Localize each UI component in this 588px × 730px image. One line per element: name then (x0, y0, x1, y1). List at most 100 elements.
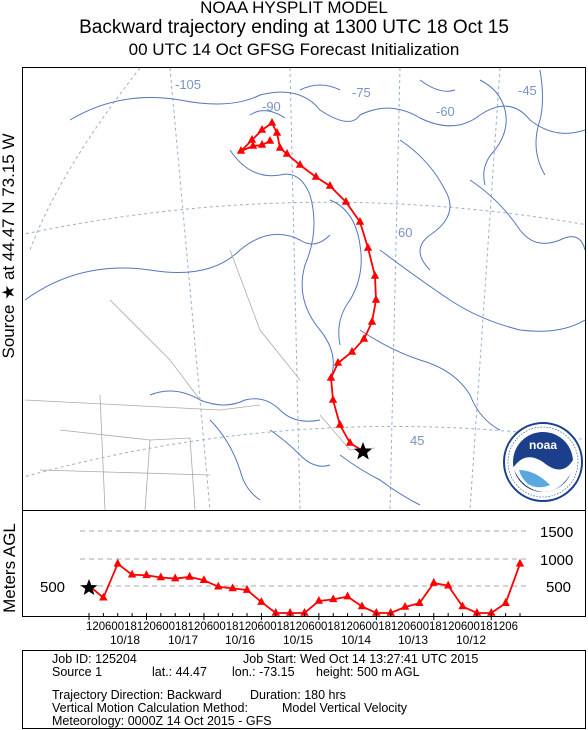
trajectory-marker (335, 420, 345, 428)
trajectory-marker (295, 160, 305, 168)
height-marker (343, 591, 352, 600)
height-marker (171, 573, 180, 582)
trajectory-marker (355, 217, 365, 225)
trajectory-markers (236, 118, 381, 446)
height-marker (372, 608, 381, 616)
height-marker (300, 608, 309, 616)
date-label: 10/16 (225, 633, 255, 647)
source-lat: lat.: 44.47 (152, 665, 207, 679)
height-marker (242, 585, 252, 593)
height-profile-panel: 1500 1000 500 500 (22, 510, 586, 617)
height-marker (127, 569, 137, 578)
height-marker (472, 608, 482, 616)
trajectory-marker (370, 271, 380, 279)
profile-source-star (80, 579, 98, 595)
height-marker (113, 558, 122, 567)
trajectory-marker (272, 128, 282, 136)
trajectory-marker (325, 181, 335, 189)
date-label: 10/18 (110, 633, 140, 647)
height-marker (357, 601, 367, 610)
y-tick-label: 1000 (540, 552, 573, 569)
y-tick-label: 500 (546, 579, 571, 596)
profile-frame (22, 510, 586, 617)
lon-label: -60 (436, 104, 455, 119)
height-marker (257, 597, 266, 605)
trajectory-marker (257, 140, 267, 148)
job-id: Job ID: 125204 (52, 652, 137, 666)
height-marker (429, 577, 438, 586)
trajectory-marker (326, 373, 336, 381)
trajectory-marker (345, 438, 355, 446)
time-hour-labels: 1206001812060018120600181206001812060018… (86, 619, 518, 633)
source-lon: lon.: -73.15 (232, 665, 295, 679)
trajectory-marker (265, 136, 275, 144)
lon-label: -75 (352, 85, 371, 100)
map-panel: -105 -90 -75 -60 -45 60 45 noaa (22, 67, 586, 511)
trajectory-marker (311, 172, 321, 180)
graticule (23, 68, 585, 510)
height-marker (443, 580, 453, 589)
trajectory-marker (341, 197, 351, 205)
trajectory-duration: Duration: 180 hrs (250, 688, 346, 702)
trajectory-marker (267, 118, 277, 126)
height-marker (214, 581, 223, 590)
height-marker (314, 595, 324, 604)
vertical-method-value: Model Vertical Velocity (282, 701, 408, 715)
height-marker (487, 608, 496, 616)
trajectory-marker (257, 125, 267, 133)
y-tick-label-left: 500 (40, 579, 65, 596)
trajectory-marker (367, 317, 377, 325)
source-number: Source 1 (52, 665, 103, 679)
height-marker (156, 572, 166, 581)
noaa-logo-text: noaa (529, 438, 557, 452)
height-marker (99, 592, 108, 601)
height-marker (228, 583, 237, 592)
trajectory-marker (347, 347, 357, 355)
lon-label: -45 (518, 83, 537, 98)
height-marker (458, 601, 467, 610)
height-marker (142, 570, 151, 579)
meteorology: Meteorology: 0000Z 14 Oct 2015 - GFS (52, 714, 272, 728)
date-label: 10/12 (456, 633, 486, 647)
trajectory-marker (236, 146, 246, 154)
map-frame (22, 67, 586, 511)
time-axis: 1206001812060018120600181206001812060018… (22, 613, 586, 647)
graticule-labels: -105 -90 -75 -60 -45 60 45 (175, 77, 537, 448)
height-series (88, 558, 525, 616)
date-label: 10/13 (398, 633, 428, 647)
date-label: 10/17 (168, 633, 198, 647)
trajectory-marker (333, 358, 343, 366)
job-start: Job Start: Wed Oct 14 13:27:41 UTC 2015 (243, 652, 479, 666)
lon-label: -105 (175, 77, 201, 92)
lat-label: 60 (398, 225, 412, 240)
source-star (354, 442, 372, 460)
trajectory-path (240, 121, 377, 452)
height-marker (199, 575, 209, 583)
title-line-2: Backward trajectory ending at 1300 UTC 1… (79, 17, 509, 38)
trajectory-marker (359, 334, 369, 342)
date-label: 10/15 (283, 633, 313, 647)
height-marker (415, 598, 424, 606)
trajectory-marker (371, 295, 381, 303)
height-marker (185, 571, 194, 580)
date-label: 10/14 (341, 633, 371, 647)
profile-y-ticks: 1500 1000 500 500 (40, 524, 573, 596)
trajectory-marker (248, 141, 258, 149)
height-marker (400, 601, 410, 610)
trajectory (236, 118, 381, 460)
height-marker (329, 594, 338, 603)
height-marker (271, 608, 280, 616)
trajectory-marker (363, 243, 373, 251)
height-marker (515, 558, 525, 567)
source-height: height: 500 m AGL (316, 665, 420, 679)
height-marker (285, 608, 295, 616)
trajectory-marker (275, 143, 285, 151)
title-line-3: 00 UTC 14 Oct GFSG Forecast Initializati… (128, 40, 460, 59)
info-box (22, 650, 586, 729)
political-boundaries (24, 249, 376, 510)
trajectory-marker (247, 135, 257, 143)
trajectory-marker (282, 149, 292, 157)
height-marker (386, 608, 395, 616)
height-line (88, 562, 521, 614)
